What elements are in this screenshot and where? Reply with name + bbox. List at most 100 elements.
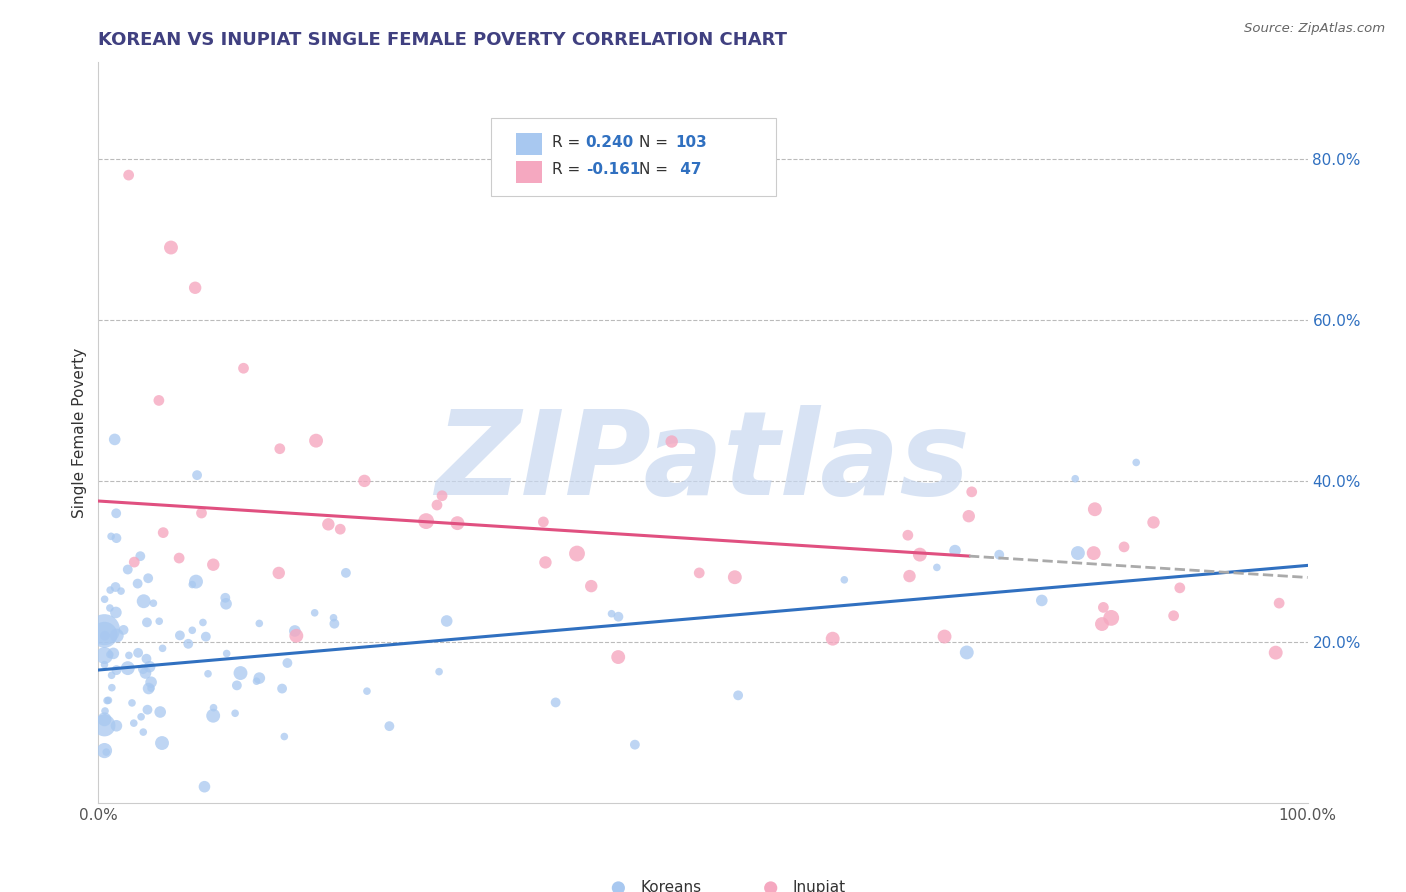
Point <box>267 566 290 580</box>
Point <box>132 725 155 739</box>
Point <box>318 517 340 532</box>
Point <box>378 719 401 733</box>
Point <box>607 609 630 624</box>
Point <box>897 528 920 542</box>
Point <box>356 684 378 698</box>
Point <box>269 442 291 456</box>
Point <box>215 597 238 611</box>
Point <box>427 665 450 679</box>
Point <box>94 704 117 718</box>
Point <box>191 615 214 630</box>
Point <box>184 574 207 589</box>
Bar <box>516 133 543 155</box>
Point <box>581 579 603 593</box>
Point <box>105 663 128 677</box>
Point <box>304 606 326 620</box>
Point <box>110 584 132 599</box>
Bar <box>516 161 543 183</box>
Point <box>1084 502 1107 516</box>
Text: ZIPatlas: ZIPatlas <box>436 405 970 520</box>
Text: KOREAN VS INUPIAT SINGLE FEMALE POVERTY CORRELATION CHART: KOREAN VS INUPIAT SINGLE FEMALE POVERTY … <box>98 31 787 49</box>
Point <box>430 489 453 503</box>
Point <box>1125 455 1147 469</box>
Point <box>247 671 270 685</box>
FancyBboxPatch shape <box>492 118 776 195</box>
Point <box>600 607 623 621</box>
Point <box>224 706 246 721</box>
Point <box>247 616 270 631</box>
Point <box>271 681 294 696</box>
Point <box>93 657 115 672</box>
Point <box>202 708 225 723</box>
Point <box>93 743 115 757</box>
Point <box>132 662 155 676</box>
Text: R =: R = <box>551 162 585 178</box>
Point <box>177 637 200 651</box>
Point <box>202 700 225 714</box>
Text: 103: 103 <box>675 135 707 150</box>
Point <box>415 514 437 528</box>
Point <box>129 549 152 564</box>
Point <box>94 629 117 643</box>
Point <box>898 569 921 583</box>
Point <box>1112 540 1135 554</box>
Point <box>215 647 238 661</box>
Point <box>181 577 204 591</box>
Point <box>138 681 160 696</box>
Point <box>93 628 115 642</box>
Text: Source: ZipAtlas.com: Source: ZipAtlas.com <box>1244 22 1385 36</box>
Point <box>335 566 357 580</box>
Point <box>104 580 127 594</box>
Text: Inupiat: Inupiat <box>793 880 845 892</box>
Point <box>943 543 966 558</box>
Point <box>136 703 159 717</box>
Point <box>167 551 190 566</box>
Point <box>323 616 346 631</box>
Point <box>661 434 683 449</box>
Point <box>190 506 212 520</box>
Point <box>98 583 121 598</box>
Point <box>908 548 931 562</box>
Point <box>103 647 125 661</box>
Point <box>150 736 173 750</box>
Point <box>446 516 468 530</box>
Point <box>565 547 588 561</box>
Point <box>305 434 328 448</box>
Point <box>353 474 375 488</box>
Point <box>105 629 128 643</box>
Point <box>1142 516 1164 530</box>
Point <box>436 614 458 628</box>
Point <box>139 675 162 690</box>
Text: 0.240: 0.240 <box>586 135 634 150</box>
Point <box>96 745 118 759</box>
Point <box>121 696 143 710</box>
Point <box>727 689 749 703</box>
Point <box>152 525 174 540</box>
Point <box>101 681 124 695</box>
Point <box>169 628 191 642</box>
Point <box>1092 600 1115 615</box>
Point <box>821 632 844 646</box>
Point <box>544 695 567 709</box>
Point <box>197 666 219 681</box>
Point <box>988 548 1011 562</box>
Point <box>273 730 295 744</box>
Point <box>934 630 956 644</box>
Point <box>93 712 115 726</box>
Point <box>193 780 215 794</box>
Point <box>127 646 149 660</box>
Point <box>724 570 747 584</box>
Point <box>194 630 217 644</box>
Point <box>142 596 165 610</box>
Point <box>148 614 170 628</box>
Point <box>122 555 145 569</box>
Point <box>285 629 308 643</box>
Point <box>160 240 183 255</box>
Point <box>607 888 630 892</box>
Point <box>1264 646 1286 660</box>
Point <box>1031 593 1053 607</box>
Point <box>186 468 208 483</box>
Point <box>688 566 710 580</box>
Point <box>1168 581 1191 595</box>
Point <box>229 666 252 681</box>
